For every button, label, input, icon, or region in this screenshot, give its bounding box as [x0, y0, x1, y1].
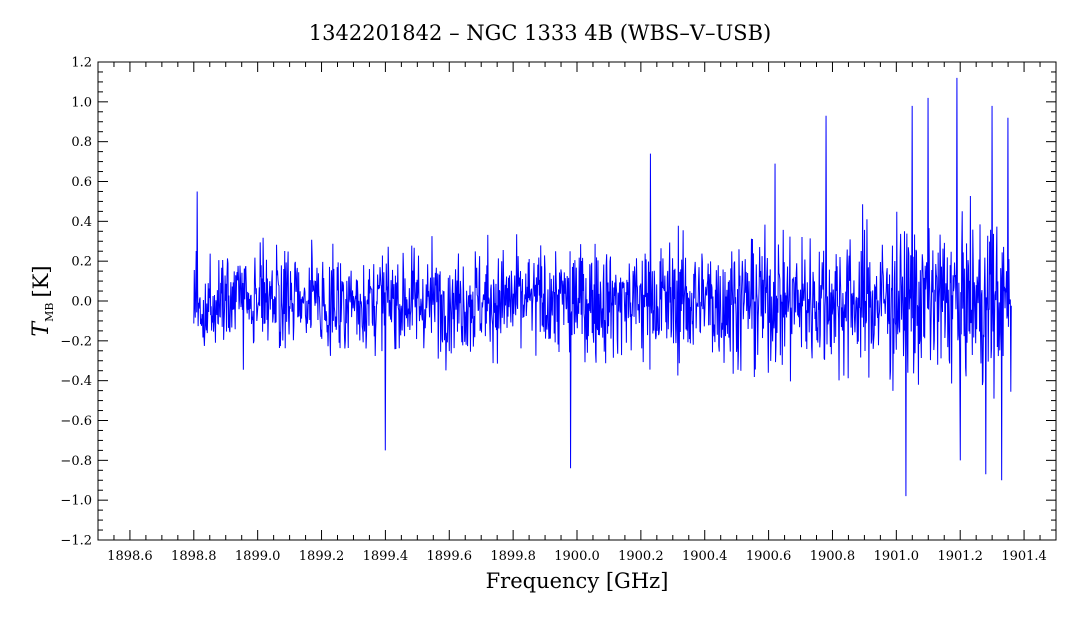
y-axis-label-sub: MB: [43, 303, 56, 322]
x-tick-label: 1900.8: [810, 549, 856, 564]
y-tick-label: 0.0: [71, 295, 92, 310]
y-tick-label: 0.2: [71, 255, 92, 270]
y-tick-label: 1.0: [71, 95, 92, 110]
svg-text:TMB[K]: TMB [K]: [29, 265, 56, 336]
y-tick-label: 1.2: [71, 56, 92, 71]
y-tick-label: −1.0: [60, 494, 92, 509]
spectrum-line: [193, 77, 1012, 497]
y-tick-label: 0.8: [71, 135, 92, 150]
x-tick-label: 1898.6: [107, 549, 153, 564]
x-tick-label: 1900.4: [682, 549, 728, 564]
x-tick-label: 1898.8: [171, 549, 217, 564]
x-tick-label: 1900.6: [746, 549, 792, 564]
y-axis-label-main: T: [29, 320, 54, 337]
chart-title: 1342201842 – NGC 1333 4B (WBS–V–USB): [309, 21, 771, 45]
x-tick-label: 1899.8: [490, 549, 536, 564]
x-tick-label: 1901.0: [874, 549, 920, 564]
y-axis-label-unit: [K]: [29, 265, 53, 297]
y-axis-label: TMB [K]: [29, 265, 56, 336]
x-tick-label: 1899.4: [363, 549, 409, 564]
spectrum-series: [193, 77, 1012, 497]
x-tick-label: 1900.2: [618, 549, 664, 564]
y-tick-label: −1.2: [60, 534, 92, 549]
x-tick-label: 1901.4: [1001, 549, 1047, 564]
axis-ticks: 1898.6 1898.8 1899.0 1899.2 1899.4 1899.6 1899…: [60, 56, 1057, 564]
y-tick-label: −0.2: [60, 334, 92, 349]
y-tick-label: 0.4: [71, 215, 92, 230]
x-tick-label: 1899.2: [299, 549, 345, 564]
x-tick-label: 1901.2: [937, 549, 983, 564]
plot-frame: [97, 61, 1057, 541]
y-tick-label: −0.8: [60, 454, 92, 469]
y-tick-label: −0.4: [60, 374, 92, 389]
x-tick-label: 1900.0: [554, 549, 600, 564]
y-tick-label: 0.6: [71, 175, 92, 190]
x-axis-label: Frequency [GHz]: [486, 569, 669, 593]
y-tick-label: −0.6: [60, 414, 92, 429]
x-tick-label: 1899.6: [427, 549, 473, 564]
x-tick-label: 1899.0: [235, 549, 281, 564]
